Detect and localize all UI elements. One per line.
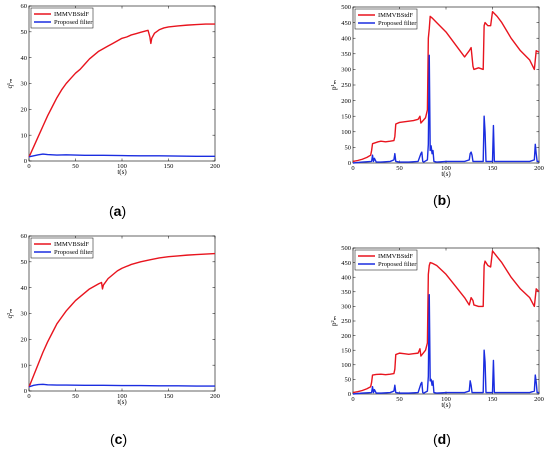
legend-entry-2: Proposed filter xyxy=(54,19,93,26)
y-axis-label: q²ₘ xyxy=(6,309,14,319)
series-line-1 xyxy=(352,250,540,394)
y-axis-label: q¹ₘ xyxy=(6,79,14,89)
plot-area xyxy=(352,6,540,164)
x-tick-label: 150 xyxy=(488,165,498,172)
y-tick-label: 150 xyxy=(341,113,351,120)
plot-area xyxy=(28,5,216,162)
legend-entry-1: IMMVBStdF xyxy=(54,11,89,18)
x-tick-label: 50 xyxy=(396,165,403,172)
legend-box xyxy=(30,237,94,259)
y-tick-label: 350 xyxy=(341,51,351,58)
x-tick-label: 200 xyxy=(210,393,220,400)
y-tick-label: 20 xyxy=(21,107,28,114)
caption-b: (b) xyxy=(433,192,451,208)
y-tick-label: 10 xyxy=(21,132,28,139)
x-tick-label: 100 xyxy=(441,396,451,403)
y-tick-label: 500 xyxy=(341,245,351,252)
x-tick-label: 200 xyxy=(210,163,220,170)
y-tick-label: 300 xyxy=(341,304,351,311)
y-tick-label: 0 xyxy=(348,160,351,167)
legend-entry-1: IMMVBStdF xyxy=(54,241,89,248)
y-axis-label: p²ₘ xyxy=(330,316,338,326)
x-tick-label: 100 xyxy=(441,165,451,172)
y-tick-label: 450 xyxy=(341,260,351,267)
y-tick-label: 10 xyxy=(21,362,28,369)
plot-area xyxy=(28,235,216,392)
y-tick-label: 250 xyxy=(341,82,351,89)
y-tick-label: 20 xyxy=(21,337,28,344)
x-axis-label: t(s) xyxy=(441,401,451,409)
legend-box xyxy=(354,8,418,30)
x-tick-label: 200 xyxy=(534,396,544,403)
legend-entry-1: IMMVBStdF xyxy=(378,253,413,260)
series-line-2 xyxy=(28,153,215,158)
legend-entry-2: Proposed filter xyxy=(378,261,417,268)
legend-box xyxy=(30,7,94,29)
chart-1: 0 50 100 150 200 0 10 20 30 40 50 60 t(s) q¹ₘ IMMVBStd… xyxy=(6,3,220,176)
chart-4: 0 50 100 150 200 0 50 100 150 200 250 300 350 400 450 5… xyxy=(330,245,544,409)
x-axis-label: t(s) xyxy=(441,170,451,178)
x-tick-label: 150 xyxy=(164,163,174,170)
chart-3: 0 50 100 150 200 0 10 20 30 40 50 60 t(s) q²ₘ IMMVBStd… xyxy=(6,233,220,406)
y-tick-label: 450 xyxy=(341,20,351,27)
x-axis-label: t(s) xyxy=(117,398,127,406)
y-tick-label: 100 xyxy=(341,362,351,369)
y-tick-label: 300 xyxy=(341,67,351,74)
y-tick-label: 500 xyxy=(341,4,351,11)
y-tick-label: 150 xyxy=(341,347,351,354)
y-tick-label: 60 xyxy=(21,233,28,240)
legend-entry-1: IMMVBStdF xyxy=(378,12,413,19)
y-tick-label: 40 xyxy=(21,285,28,292)
series-line-1 xyxy=(352,10,540,163)
y-axis-label: p¹ₘ xyxy=(330,80,338,90)
x-tick-label: 0 xyxy=(351,165,354,172)
x-tick-label: 100 xyxy=(117,393,127,400)
y-tick-label: 400 xyxy=(341,35,351,42)
series-line-2 xyxy=(352,294,539,395)
y-tick-label: 200 xyxy=(341,98,351,105)
x-tick-label: 50 xyxy=(396,396,403,403)
y-tick-label: 50 xyxy=(21,29,28,36)
x-tick-label: 50 xyxy=(72,163,79,170)
caption-d: (d) xyxy=(433,431,451,447)
caption-c: (c) xyxy=(110,431,128,447)
legend-entry-2: Proposed filter xyxy=(378,20,417,27)
x-axis-label: t(s) xyxy=(117,168,127,176)
series-line-1 xyxy=(28,23,215,158)
x-tick-label: 150 xyxy=(164,393,174,400)
x-tick-label: 100 xyxy=(117,163,127,170)
y-tick-label: 0 xyxy=(24,388,27,395)
x-tick-label: 0 xyxy=(27,393,30,400)
y-tick-label: 50 xyxy=(345,377,352,384)
y-tick-label: 100 xyxy=(341,129,351,136)
x-tick-label: 0 xyxy=(27,163,30,170)
y-tick-label: 0 xyxy=(348,391,351,398)
series-line-2 xyxy=(352,54,539,164)
x-tick-label: 50 xyxy=(72,393,79,400)
x-tick-label: 150 xyxy=(488,396,498,403)
y-tick-label: 50 xyxy=(21,259,28,266)
y-tick-label: 200 xyxy=(341,333,351,340)
y-tick-label: 40 xyxy=(21,55,28,62)
legend-entry-2: Proposed filter xyxy=(54,249,93,256)
y-tick-label: 60 xyxy=(21,3,28,10)
y-tick-label: 30 xyxy=(21,311,28,318)
y-tick-label: 0 xyxy=(24,158,27,165)
y-tick-label: 400 xyxy=(341,274,351,281)
y-tick-label: 350 xyxy=(341,289,351,296)
legend-box xyxy=(354,249,418,271)
y-tick-label: 50 xyxy=(345,145,352,152)
chart-2: 0 50 100 150 200 0 50 100 150 200 250 300 350 400 450 5… xyxy=(330,4,544,178)
x-tick-label: 200 xyxy=(534,165,544,172)
series-line-2 xyxy=(28,383,215,388)
y-tick-label: 250 xyxy=(341,318,351,325)
y-tick-label: 30 xyxy=(21,81,28,88)
x-tick-label: 0 xyxy=(351,396,354,403)
caption-a: (a) xyxy=(109,203,127,219)
series-line-1 xyxy=(28,252,216,388)
